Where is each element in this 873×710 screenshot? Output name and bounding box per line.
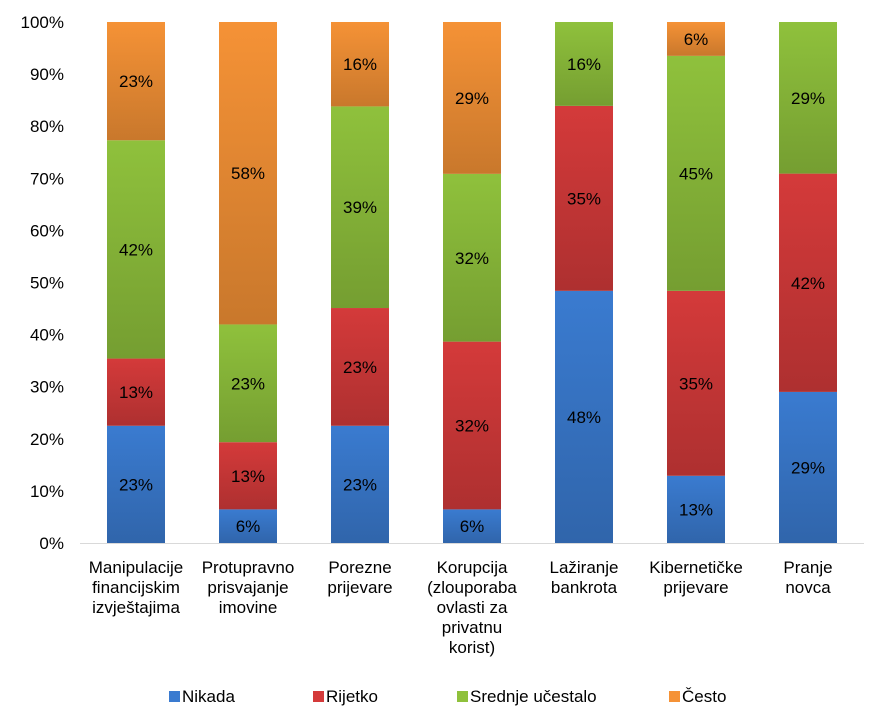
- data-label: 6%: [460, 517, 485, 536]
- data-label: 29%: [791, 458, 825, 477]
- y-tick-label: 90%: [30, 65, 64, 84]
- data-label: 29%: [791, 89, 825, 108]
- y-tick-label: 30%: [30, 378, 64, 397]
- data-label: 58%: [231, 164, 265, 183]
- y-tick-label: 0%: [39, 534, 64, 553]
- legend-label: Nikada: [182, 687, 235, 706]
- legend-label: Rijetko: [326, 687, 378, 706]
- data-label: 48%: [567, 408, 601, 427]
- x-axis: Manipulacijefinancijskimizvještajima Prot…: [80, 544, 864, 658]
- legend-item: Često: [669, 687, 726, 706]
- legend-label: Srednje učestalo: [470, 687, 597, 706]
- legend-item: Rijetko: [313, 687, 378, 706]
- y-tick-label: 100%: [21, 13, 64, 32]
- data-label: 35%: [567, 189, 601, 208]
- x-category-label: Manipulacijefinancijskimizvještajima: [89, 558, 184, 617]
- y-tick-label: 10%: [30, 482, 64, 501]
- x-category-label: Lažiranjebankrota: [550, 558, 619, 597]
- y-tick-label: 40%: [30, 326, 64, 345]
- x-category-label: Pranjenovca: [783, 558, 832, 597]
- y-axis: 0% 10% 20% 30% 40% 50% 60% 70% 80% 90% 100%: [21, 13, 64, 553]
- data-label: 16%: [343, 55, 377, 74]
- y-tick-label: 80%: [30, 117, 64, 136]
- data-label: 42%: [119, 240, 153, 259]
- data-label: 23%: [119, 72, 153, 91]
- data-label: 32%: [455, 417, 489, 436]
- data-label: 13%: [679, 500, 713, 519]
- y-tick-label: 50%: [30, 274, 64, 293]
- y-tick-label: 70%: [30, 169, 64, 188]
- y-tick-label: 60%: [30, 221, 64, 240]
- data-label: 13%: [231, 467, 265, 486]
- data-label: 6%: [236, 517, 261, 536]
- data-label: 23%: [231, 374, 265, 393]
- data-label: 29%: [455, 89, 489, 108]
- x-category-label: Korupcija(zlouporabaovlasti zaprivatnuko…: [427, 558, 517, 657]
- legend-item: Srednje učestalo: [457, 687, 597, 706]
- y-tick-label: 20%: [30, 430, 64, 449]
- legend-label: Često: [682, 687, 726, 706]
- data-label: 16%: [567, 55, 601, 74]
- x-category-label: Kibernetičkeprijevare: [649, 558, 743, 597]
- x-category-label: Protupravnoprisvajanjeimovine: [202, 558, 295, 617]
- legend-item: Nikada: [169, 687, 235, 706]
- data-label: 32%: [455, 249, 489, 268]
- legend-swatch: [313, 691, 324, 702]
- legend-swatch: [169, 691, 180, 702]
- legend: Nikada Rijetko Srednje učestalo Često: [169, 687, 726, 706]
- data-label: 23%: [343, 475, 377, 494]
- legend-swatch: [669, 691, 680, 702]
- data-label: 6%: [684, 30, 709, 49]
- data-label: 13%: [119, 383, 153, 402]
- legend-swatch: [457, 691, 468, 702]
- data-label: 23%: [343, 358, 377, 377]
- data-label: 35%: [679, 374, 713, 393]
- data-label: 42%: [791, 274, 825, 293]
- x-category-label: Porezneprijevare: [327, 558, 392, 597]
- data-label: 45%: [679, 164, 713, 183]
- data-label: 39%: [343, 198, 377, 217]
- data-label: 23%: [119, 475, 153, 494]
